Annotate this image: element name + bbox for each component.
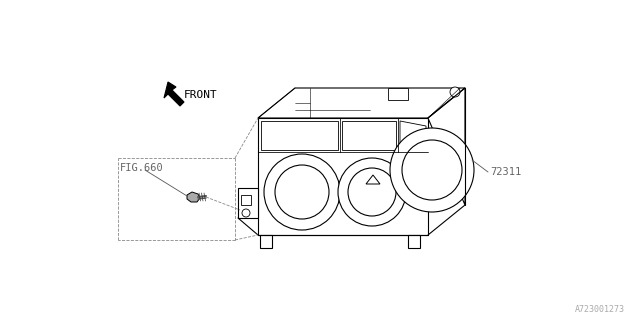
Polygon shape <box>260 235 272 248</box>
Polygon shape <box>241 195 251 205</box>
Text: FRONT: FRONT <box>184 90 218 100</box>
Circle shape <box>402 140 462 200</box>
Polygon shape <box>164 82 184 106</box>
Circle shape <box>348 168 396 216</box>
Polygon shape <box>400 121 426 150</box>
Circle shape <box>338 158 406 226</box>
Text: FIG.660: FIG.660 <box>120 163 164 173</box>
Polygon shape <box>342 121 396 150</box>
Polygon shape <box>258 118 428 235</box>
Polygon shape <box>187 192 200 202</box>
Circle shape <box>450 87 460 97</box>
Polygon shape <box>388 88 408 100</box>
Polygon shape <box>428 88 465 205</box>
Circle shape <box>264 154 340 230</box>
Circle shape <box>242 209 250 217</box>
Polygon shape <box>408 235 420 248</box>
Circle shape <box>275 165 329 219</box>
Polygon shape <box>258 88 465 118</box>
Polygon shape <box>261 121 338 150</box>
Circle shape <box>390 128 474 212</box>
Text: 72311: 72311 <box>490 167 521 177</box>
Polygon shape <box>366 175 380 184</box>
Text: A723001273: A723001273 <box>575 305 625 314</box>
Polygon shape <box>238 188 258 218</box>
